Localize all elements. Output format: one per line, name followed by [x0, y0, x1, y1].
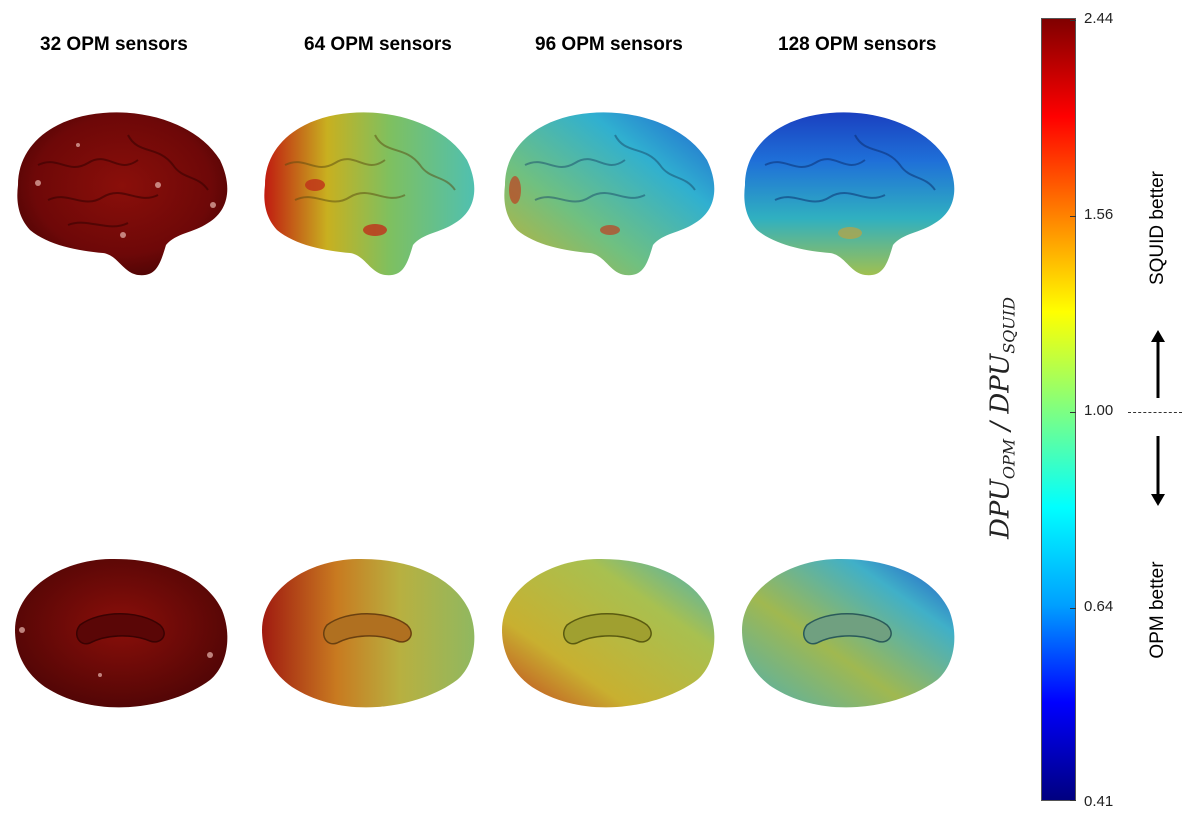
colorbar-axis-label: DPUOPM / DPUSQUID: [985, 297, 1018, 539]
brain-medial-32: [15, 558, 228, 708]
tick-label-064: 0.64: [1084, 598, 1114, 615]
tick-mark-100: [1070, 412, 1076, 413]
axis-label-main-1: DPU: [985, 479, 1016, 539]
tick-label-100: 1.00: [1084, 402, 1114, 419]
tick-label-156: 1.56: [1084, 206, 1114, 223]
brain-lateral-96: [504, 112, 715, 276]
brain-medial-128: [742, 558, 955, 708]
column-title-128: 128 OPM sensors: [778, 34, 937, 55]
tick-label-041: 0.41: [1084, 793, 1114, 810]
column-title-96: 96 OPM sensors: [535, 34, 683, 55]
squid-better-label: SQUID better: [1147, 170, 1168, 286]
axis-label-main-2: DPU: [985, 353, 1016, 414]
column-title-32: 32 OPM sensors: [40, 34, 188, 55]
arrow-up-icon: [1151, 330, 1165, 398]
brain-medial-64: [262, 558, 475, 708]
reference-dashed-line: [1128, 412, 1182, 413]
colorbar: [1041, 18, 1076, 801]
brain-lateral-128: [744, 112, 955, 276]
axis-label-separator: /: [985, 413, 1016, 439]
column-title-64: 64 OPM sensors: [304, 34, 452, 55]
opm-better-label: OPM better: [1147, 561, 1168, 659]
tick-mark-156: [1070, 216, 1076, 217]
brain-lateral-32: [17, 112, 228, 276]
tick-mark-041: [1070, 800, 1076, 801]
tick-mark-244: [1070, 20, 1076, 21]
axis-label-sub-squid: SQUID: [999, 297, 1019, 354]
brain-lateral-64: [264, 112, 475, 276]
tick-mark-064: [1070, 608, 1076, 609]
brain-medial-96: [502, 558, 715, 708]
tick-label-244: 2.44: [1084, 10, 1114, 27]
axis-label-sub-opm: OPM: [999, 438, 1019, 480]
arrow-down-icon: [1151, 436, 1165, 506]
